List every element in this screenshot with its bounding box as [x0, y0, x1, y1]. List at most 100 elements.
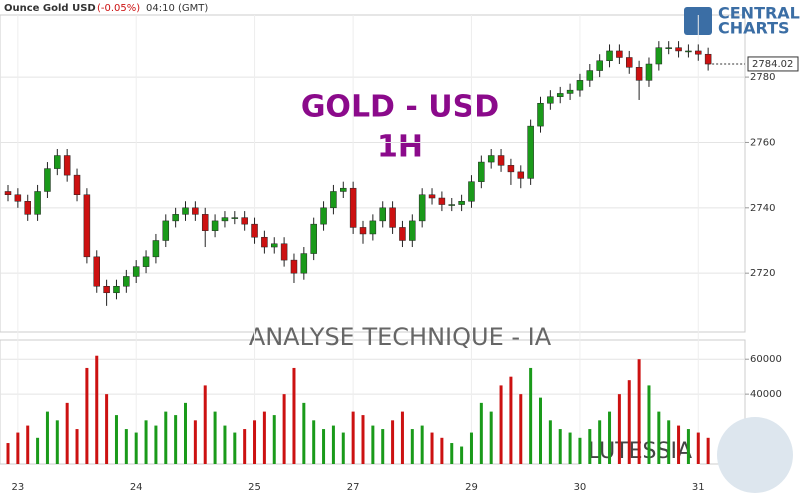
volume-bar — [282, 394, 286, 464]
candle-body — [73, 174, 81, 195]
candle-body — [231, 217, 239, 219]
volume-bar — [154, 425, 158, 464]
volume-bar — [45, 411, 49, 464]
volume-bar — [657, 411, 661, 464]
volume-bar — [312, 420, 316, 464]
volume-bar — [410, 429, 414, 464]
candle-body — [4, 191, 12, 195]
candle-body — [478, 161, 485, 182]
volume-bar — [341, 432, 345, 464]
volume-bar — [608, 411, 612, 464]
y-tick-label: 2720 — [750, 268, 775, 279]
x-tick-label: 29 — [465, 482, 478, 493]
volume-bar — [519, 394, 523, 464]
candle-body — [547, 96, 554, 104]
candle-body — [221, 217, 229, 222]
volume-bar — [568, 432, 572, 464]
volume-bar — [174, 415, 178, 464]
y-tick-label: 2780 — [750, 72, 775, 83]
candle-body — [261, 236, 268, 248]
x-tick-label: 30 — [574, 482, 587, 493]
volume-bar — [489, 411, 493, 464]
candle-body — [300, 253, 308, 274]
volume-bar — [85, 367, 89, 464]
candle-body — [369, 220, 377, 235]
volume-bar — [371, 425, 375, 464]
volume-bar — [105, 394, 109, 464]
volume-bar — [499, 385, 503, 464]
candle-body — [340, 187, 347, 192]
volume-bar — [243, 429, 247, 464]
watermark: GOLD - USD — [301, 90, 499, 125]
candle-body — [113, 285, 120, 294]
candle-body — [507, 165, 515, 173]
volume-bar — [647, 385, 651, 464]
candle-body — [44, 168, 51, 192]
candle-body — [142, 256, 150, 267]
volume-bar — [558, 429, 562, 464]
volume-bar — [26, 425, 30, 464]
candle-body — [517, 171, 525, 179]
volume-bar — [539, 397, 542, 464]
volume-bar — [509, 376, 513, 464]
subtitle: ANALYSE TECHNIQUE - IA — [249, 323, 552, 351]
candle-body — [34, 191, 41, 215]
candle-body — [576, 80, 584, 91]
volume-bar — [391, 420, 395, 464]
candle-body — [448, 204, 455, 206]
candle-body — [54, 155, 61, 169]
candle-body — [418, 194, 426, 222]
x-tick-label: 23 — [11, 482, 24, 493]
volume-bar — [184, 402, 187, 464]
volume-bar — [677, 425, 681, 464]
y2-tick-label: 60000 — [750, 354, 782, 365]
candle-body — [359, 227, 367, 235]
candle-body — [685, 50, 692, 53]
y2-tick-label: 40000 — [750, 389, 782, 400]
candle-body — [93, 256, 100, 287]
logo-bottom: CHARTS — [718, 19, 790, 38]
candle-body — [556, 93, 564, 97]
candle-body — [192, 207, 199, 215]
candle-body — [132, 266, 140, 277]
candle-body — [428, 194, 436, 199]
candle-body — [63, 155, 71, 176]
timeframe: 1H — [377, 130, 423, 165]
candle-body — [655, 47, 663, 65]
candle-body — [330, 191, 337, 209]
volume-bar — [696, 432, 700, 464]
volume-bar — [686, 429, 690, 464]
volume-bar — [617, 394, 621, 464]
candle-body — [172, 214, 179, 222]
volume-bar — [322, 429, 326, 464]
y-tick-label: 2740 — [750, 203, 775, 214]
volume-bar — [262, 411, 266, 464]
candle-body — [123, 276, 130, 287]
volume-bar — [627, 380, 631, 464]
candle-body — [695, 50, 702, 55]
candle-body — [211, 220, 219, 231]
volume-bar — [124, 429, 128, 464]
volume-bar — [114, 415, 118, 464]
candle-body — [389, 207, 396, 228]
volume-bar — [253, 420, 257, 464]
candle-body — [626, 57, 633, 68]
volume-bar — [361, 415, 365, 464]
candle-body — [458, 201, 465, 205]
volume-bar — [331, 425, 335, 464]
candle-body — [665, 47, 672, 49]
x-tick-label: 25 — [248, 482, 261, 493]
candle-body — [280, 243, 288, 261]
volume-bar — [400, 411, 404, 464]
volume-bar — [213, 411, 217, 464]
candle-body — [527, 125, 534, 179]
volume-bar — [223, 425, 227, 464]
candle-body — [103, 285, 110, 294]
volume-bar — [134, 432, 138, 464]
candle-body — [616, 50, 623, 58]
volume-bar — [588, 429, 592, 464]
volume-bar — [548, 420, 552, 464]
candle-body — [497, 155, 505, 166]
candle-body — [586, 70, 594, 81]
